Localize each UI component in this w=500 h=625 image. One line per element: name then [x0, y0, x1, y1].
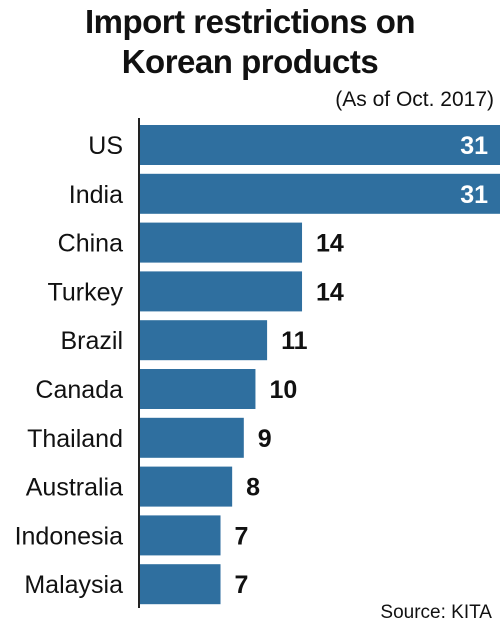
category-label: Indonesia: [15, 522, 124, 550]
bar-malaysia: [139, 564, 221, 605]
bar-turkey: [139, 271, 303, 312]
value-label: 8: [246, 474, 260, 502]
value-label: 31: [460, 132, 488, 160]
category-label: India: [69, 181, 123, 209]
value-label: 7: [235, 571, 249, 599]
value-label: 14: [316, 278, 344, 306]
bar-canada: [139, 369, 256, 409]
category-label: Turkey: [48, 278, 124, 306]
category-label: Canada: [35, 376, 123, 404]
value-label: 9: [258, 425, 272, 453]
category-label: Thailand: [27, 425, 123, 453]
chart-title: Import restrictions on Korean products: [0, 2, 500, 82]
category-label: Brazil: [60, 327, 123, 355]
chart-source: Source: KITA: [380, 602, 492, 623]
bar-thailand: [139, 417, 244, 458]
category-label: Malaysia: [24, 571, 123, 599]
chart-title-line2: Korean products: [121, 43, 379, 80]
bar-china: [139, 222, 303, 263]
value-label: 14: [316, 230, 344, 258]
value-label: 11: [281, 327, 308, 355]
value-label: 7: [235, 522, 249, 550]
bar-us: [139, 125, 500, 165]
value-label: 31: [460, 181, 488, 209]
category-label: US: [88, 132, 123, 160]
category-label: China: [58, 230, 123, 258]
bar-australia: [139, 466, 233, 507]
bar-brazil: [139, 320, 268, 361]
chart-title-line1: Import restrictions on: [84, 3, 416, 40]
chart-subtitle: (As of Oct. 2017): [335, 88, 494, 111]
bar-india: [139, 173, 500, 214]
value-label: 10: [269, 376, 297, 404]
bar-indonesia: [139, 515, 221, 556]
category-label: Australia: [26, 474, 123, 502]
